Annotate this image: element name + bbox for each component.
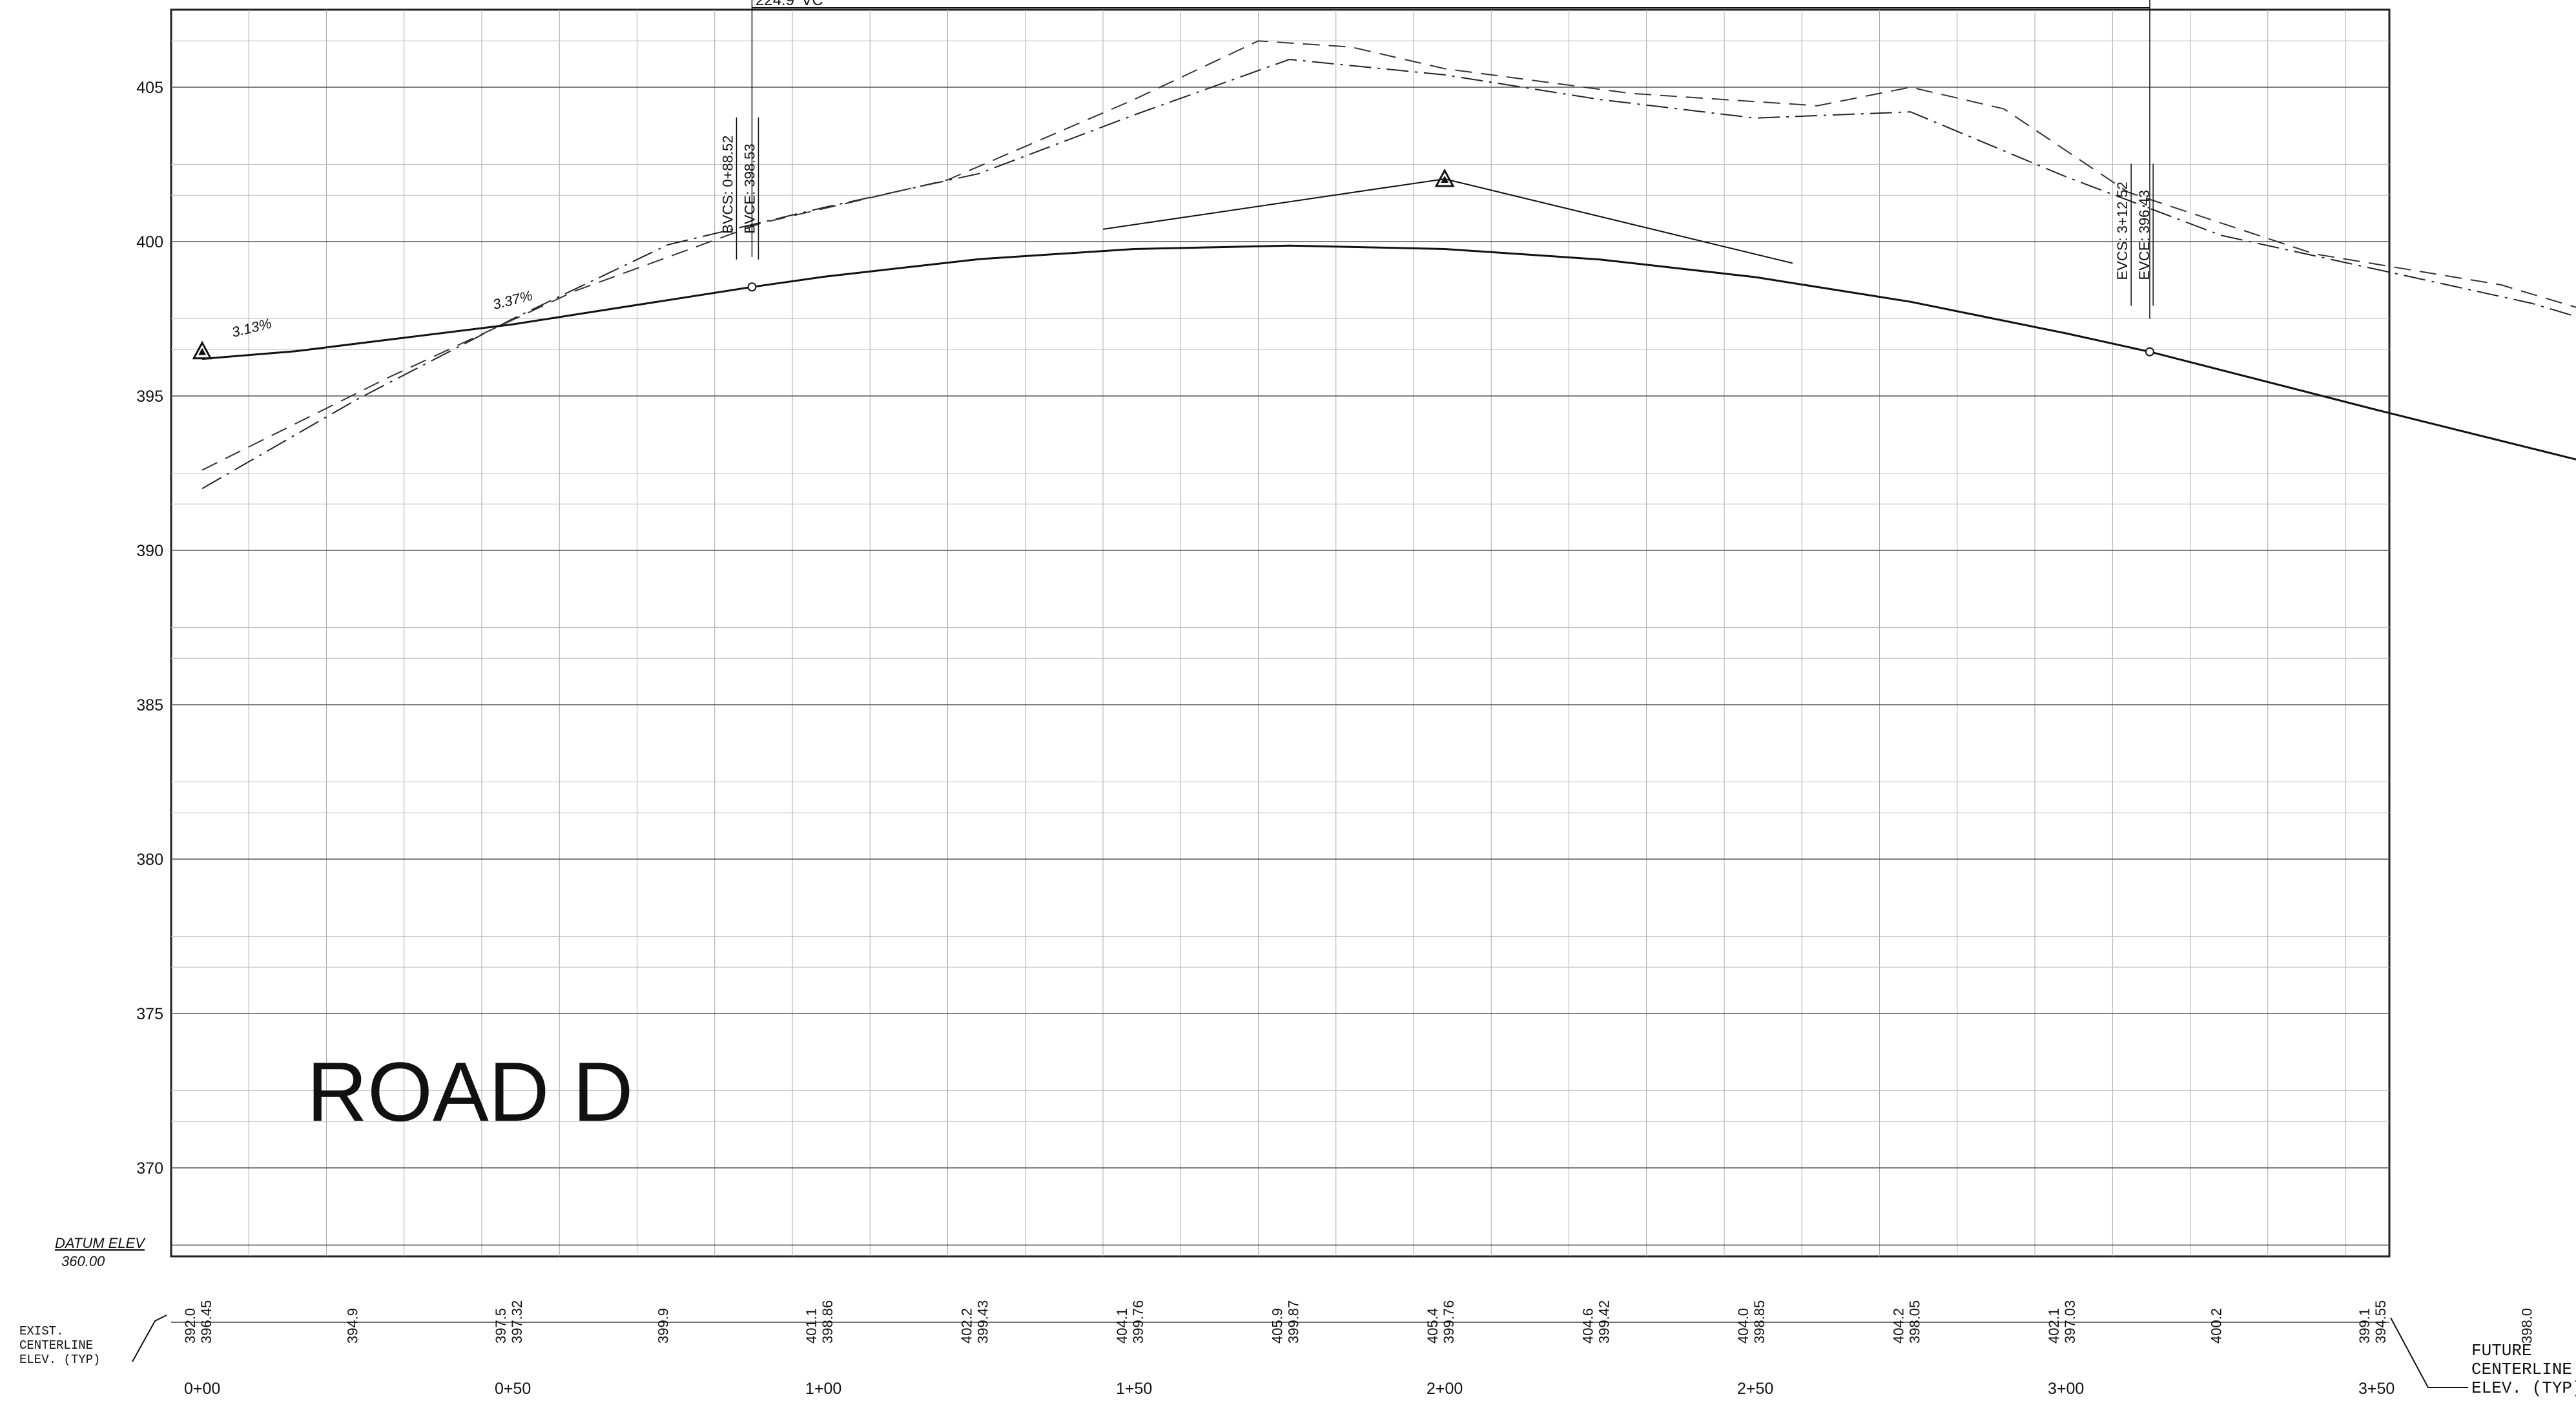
existing-ground-alt [201, 40, 2576, 471]
curve-point-icon [747, 282, 757, 292]
profile-annotations: 3.13%3.37%-5.00%3.00%3.13%BVCS: 0+88.52B… [230, 0, 2154, 340]
x-tick-label: 3+50 [2358, 1380, 2395, 1398]
future-note-line-1: FUTURE [2471, 1341, 2532, 1360]
elevation-label: 398.0 [2519, 1308, 2535, 1344]
existing-centerline [201, 58, 2576, 490]
vc-annotation-text: BVCE: 398.53 [741, 143, 757, 233]
vc-annotation-text: BVCS: 0+88.52 [719, 136, 736, 234]
elevation-label: 397.5 [493, 1308, 509, 1344]
elevation-label: 405.9 [1270, 1308, 1286, 1344]
road-title: ROAD D [307, 1044, 634, 1139]
exist-note-line-2: CENTERLINE [19, 1338, 93, 1353]
y-tick-label: 390 [136, 542, 163, 560]
elevation-label: 399.76 [1441, 1300, 1457, 1344]
elevation-label: 404.1 [1114, 1308, 1130, 1344]
x-tick-label: 0+50 [495, 1380, 531, 1398]
pvi-triangle-icon [192, 340, 212, 360]
profile-markers [192, 168, 2154, 360]
pvi-triangle-fill [1441, 175, 1449, 183]
elevation-label: 397.32 [509, 1300, 525, 1344]
x-tick-label: 0+00 [184, 1380, 220, 1398]
elevation-label: 399.87 [1286, 1300, 1302, 1344]
vc-annotation-text: EVCS: 3+12.52 [2114, 182, 2130, 280]
elevation-label: 399.43 [975, 1300, 991, 1344]
pvi-triangle-icon [1434, 168, 1455, 187]
y-tick-label: 405 [136, 79, 163, 97]
pvi-triangle-fill [198, 348, 207, 355]
y-tick-label: 400 [136, 233, 163, 251]
exist-note-line-1: EXIST. [19, 1324, 63, 1338]
exist-note-line-3: ELEV. (TYP) [19, 1353, 100, 1367]
x-tick-label: 1+50 [1116, 1380, 1152, 1398]
elevation-label: 399.9 [655, 1308, 672, 1344]
elevation-label: 401.1 [803, 1308, 819, 1344]
y-tick-label: 370 [136, 1159, 163, 1178]
elevation-label: 404.0 [1735, 1308, 1751, 1344]
elevation-label: 405.4 [1425, 1308, 1441, 1344]
top-dimension-label: 224.9' VC [756, 0, 823, 9]
x-tick-label: 2+50 [1737, 1380, 1773, 1398]
proposed-centerline [201, 244, 2576, 461]
elevation-label: 396.45 [198, 1300, 214, 1344]
datum-value: 360.00 [61, 1253, 105, 1269]
vc-tangent-back [1102, 178, 1445, 230]
elevation-label: 400.2 [2209, 1308, 2225, 1344]
exist-note-leader [132, 1315, 167, 1362]
future-note-line-2: CENTERLINE [2471, 1360, 2572, 1379]
elevation-label: 397.03 [2062, 1300, 2078, 1344]
axis-labels: 405 400 395 390 385 380 375 370 0+00 0+50 1+00 1+50… [136, 79, 2535, 1398]
x-tick-label: 2+00 [1427, 1380, 1463, 1398]
grid-border [170, 8, 2391, 1258]
y-tick-label: 395 [136, 388, 163, 406]
profile-grid [170, 8, 2391, 1323]
curve-point-icon [2145, 347, 2154, 357]
future-note-leader [2390, 1317, 2468, 1388]
elevation-label: 402.2 [959, 1308, 975, 1344]
elevation-label: 399.76 [1130, 1300, 1146, 1344]
elevation-label: 398.05 [1907, 1300, 1923, 1344]
datum-label: DATUM ELEV [55, 1235, 146, 1251]
elevation-label: 398.86 [819, 1300, 836, 1344]
future-note-line-3: ELEV. (TYP) [2471, 1378, 2576, 1398]
elevation-label: 399.42 [1596, 1300, 1613, 1344]
grade-label: 3.37% [491, 287, 534, 313]
elevation-label: 398.85 [1751, 1300, 1767, 1344]
elevation-label: 402.1 [2046, 1308, 2062, 1344]
elevation-label: 399.1 [2356, 1308, 2373, 1344]
y-tick-label: 375 [136, 1005, 163, 1023]
elevation-label: 404.2 [1891, 1308, 1907, 1344]
y-tick-label: 380 [136, 851, 163, 869]
elevation-label: 394.9 [345, 1308, 361, 1344]
x-tick-label: 1+00 [805, 1380, 841, 1398]
elevation-label: 404.6 [1580, 1308, 1596, 1344]
x-tick-label: 3+00 [2048, 1380, 2084, 1398]
elevation-label: 394.55 [2373, 1300, 2389, 1344]
elevation-label: 392.0 [182, 1308, 198, 1344]
vc-tangent-ahead [1444, 178, 1793, 264]
y-tick-label: 385 [136, 696, 163, 714]
existing-ground-profiles [201, 40, 2576, 490]
